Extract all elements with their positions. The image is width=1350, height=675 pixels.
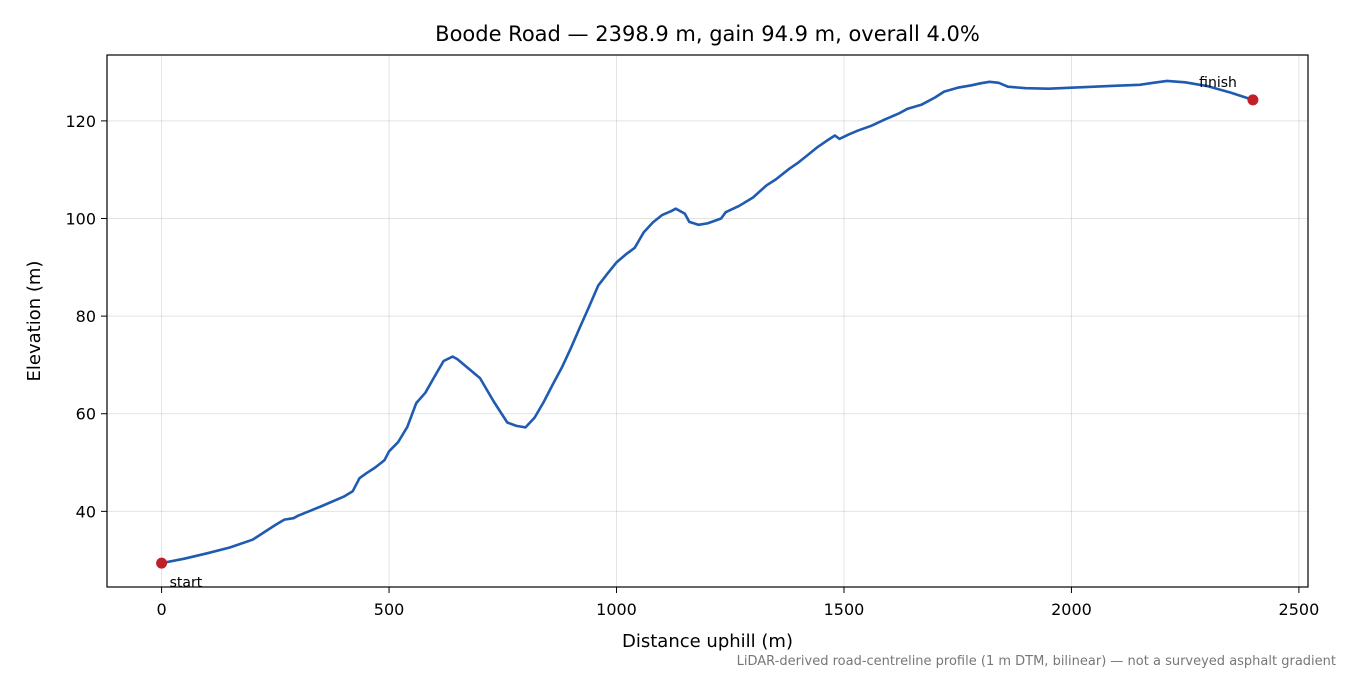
x-tick-label: 0 bbox=[156, 600, 166, 619]
y-tick-label: 80 bbox=[76, 307, 96, 326]
elevation-profile-line bbox=[160, 79, 1255, 565]
x-tick-label: 2000 bbox=[1051, 600, 1092, 619]
data-source-caption: LiDAR-derived road-centreline profile (1… bbox=[737, 654, 1336, 669]
chart-title: Boode Road — 2398.9 m, gain 94.9 m, over… bbox=[435, 22, 980, 46]
y-axis-label: Elevation (m) bbox=[24, 261, 45, 382]
x-tick-label: 1500 bbox=[824, 600, 865, 619]
x-tick-label: 1000 bbox=[596, 600, 637, 619]
start-marker bbox=[156, 557, 168, 569]
finish-marker bbox=[1247, 94, 1259, 106]
plot-frame bbox=[106, 54, 1309, 588]
finish-label: finish bbox=[1199, 75, 1237, 91]
x-tick-label: 2500 bbox=[1279, 600, 1320, 619]
x-tick-label: 500 bbox=[374, 600, 405, 619]
y-tick-label: 120 bbox=[65, 112, 96, 131]
x-axis-label: Distance uphill (m) bbox=[622, 631, 793, 652]
y-tick-label: 100 bbox=[65, 210, 96, 229]
start-label: start bbox=[170, 575, 203, 591]
axis-ticks: 0 500 1000 1500 2000 2500 40 60 80 100 120 bbox=[65, 112, 1319, 619]
y-tick-label: 60 bbox=[76, 405, 96, 424]
y-tick-label: 40 bbox=[76, 502, 96, 521]
